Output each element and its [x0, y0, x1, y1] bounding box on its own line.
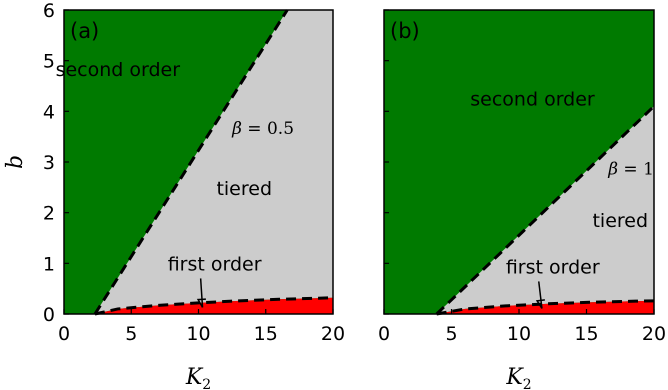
x-tick-label: 0 [378, 323, 390, 345]
panel-label: (b) [390, 19, 420, 43]
y-tick-label: 0 [43, 304, 55, 326]
beta-value: 1 [643, 160, 654, 180]
x-tick-label: 10 [186, 323, 210, 345]
beta-value: 0.5 [267, 119, 294, 139]
y-tick-label: 1 [43, 253, 55, 275]
panel-label: (a) [70, 19, 99, 43]
beta-label: β = 0.5 [231, 119, 294, 139]
x-tick-label: 5 [445, 323, 457, 345]
first-order-arrow-head [196, 298, 206, 308]
x-tick-label: 0 [58, 323, 70, 345]
boundary-second-tiered [435, 105, 656, 316]
region-first-order [436, 300, 654, 314]
region-first-order [94, 297, 333, 314]
region-label-second-order: second order [56, 59, 181, 81]
y-tick-label: 2 [43, 203, 55, 225]
x-tick-label: 20 [642, 323, 666, 345]
region-label-first-order: first order [168, 253, 262, 275]
y-tick-label: 5 [43, 51, 55, 73]
x-axis-label-subscript: 2 [202, 377, 211, 390]
region-label-tiered: tiered [216, 178, 272, 200]
region-label-tiered: tiered [592, 210, 648, 232]
first-order-arrow-head [535, 299, 545, 309]
x-axis-label-subscript: 2 [523, 377, 532, 390]
x-tick-label: 15 [574, 323, 598, 345]
region-label-second-order: second order [470, 88, 595, 110]
panel-a: 0 5 10 15 20 0 1 2 3 4 5 6 K2 b (a) second order tiered f… [3, 0, 345, 390]
beta-label: β = 1 [607, 160, 654, 180]
x-axis-label: K2 [505, 365, 531, 390]
x-axis-label: K2 [185, 365, 211, 390]
panel-b: 0 5 10 15 20 K2 (b) second order tiered first ord… [378, 9, 666, 390]
region-tiered [94, 10, 333, 314]
y-tick-label: 6 [43, 0, 55, 22]
y-tick-label: 4 [43, 101, 55, 123]
x-tick-label: 5 [125, 323, 137, 345]
x-tick-label: 10 [507, 323, 531, 345]
boundary-second-tiered [93, 9, 289, 315]
boundary-first-tiered [94, 296, 334, 316]
first-order-arrow [538, 281, 543, 309]
y-tick-label: 3 [43, 152, 55, 174]
region-label-first-order: first order [506, 256, 600, 278]
x-tick-label: 15 [254, 323, 278, 345]
x-tick-label: 20 [321, 323, 345, 345]
y-axis-label: b [3, 155, 28, 169]
first-order-arrow [199, 278, 204, 308]
